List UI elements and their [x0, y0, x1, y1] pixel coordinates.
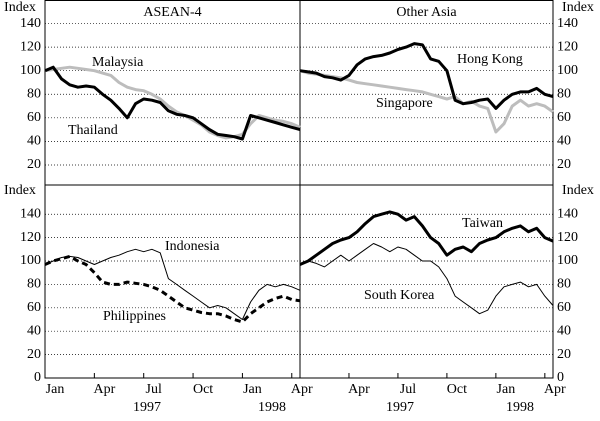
- y-tick-label: 80: [27, 86, 41, 101]
- y-tick-label: 140: [20, 206, 41, 221]
- y-tick-label: 100: [557, 253, 578, 268]
- y-axis-label: Index: [4, 0, 36, 15]
- y-tick-label: 60: [557, 110, 571, 125]
- series-line: [299, 42, 554, 110]
- series-label: Singapore: [376, 96, 433, 111]
- series-line: [44, 248, 301, 320]
- series-line: [44, 65, 301, 141]
- y-tick-label: 140: [20, 16, 41, 31]
- y-axis-label: Index: [562, 0, 594, 15]
- series-label: Taiwan: [462, 216, 503, 231]
- x-tick-label: Jan: [46, 382, 65, 397]
- x-tick-label: Apr: [93, 382, 115, 397]
- y-tick-label: 120: [20, 39, 41, 54]
- y-axis-label: Index: [562, 183, 594, 198]
- y-tick-label: 40: [557, 323, 571, 338]
- series-line: [44, 254, 301, 324]
- panel-title: Other Asia: [396, 5, 457, 20]
- x-tick-label: Apr: [291, 382, 313, 397]
- y-tick-label: 100: [557, 63, 578, 78]
- series-label: Thailand: [68, 123, 118, 138]
- y-tick-label: 20: [557, 157, 571, 172]
- x-tick-label: Apr: [544, 382, 566, 397]
- x-tick-label: Jan: [243, 382, 262, 397]
- y-tick-label: 0: [34, 370, 41, 385]
- y-tick-label: 120: [557, 230, 578, 245]
- x-tick-label: Jul: [146, 382, 162, 397]
- series-line: [299, 210, 554, 266]
- panel-title: ASEAN-4: [143, 5, 201, 20]
- series-label: Malaysia: [92, 55, 144, 70]
- y-tick-label: 100: [20, 63, 41, 78]
- y-tick-label: 80: [557, 86, 571, 101]
- y-tick-label: 140: [557, 16, 578, 31]
- y-tick-label: 100: [20, 253, 41, 268]
- y-tick-label: 120: [20, 230, 41, 245]
- year-label: 1997: [386, 400, 414, 415]
- series-label: South Korea: [364, 288, 435, 303]
- series-label: Indonesia: [165, 239, 220, 254]
- y-tick-label: 80: [27, 277, 41, 292]
- year-label: 1998: [258, 400, 286, 415]
- y-tick-label: 20: [27, 157, 41, 172]
- series-label: Philippines: [103, 309, 166, 324]
- frame: [44, 0, 554, 379]
- y-tick-label: 140: [557, 206, 578, 221]
- year-label: 1997: [133, 400, 161, 415]
- x-tick-label: Apr: [348, 382, 370, 397]
- y-tick-label: 60: [557, 300, 571, 315]
- y-axis-label: Index: [4, 183, 36, 198]
- year-label: 1998: [506, 400, 534, 415]
- x-tick-label: Jan: [497, 382, 516, 397]
- x-tick-label: Oct: [193, 382, 213, 397]
- y-tick-label: 0: [557, 370, 564, 385]
- y-tick-label: 20: [557, 347, 571, 362]
- y-tick-label: 40: [27, 134, 41, 149]
- x-tick-label: Jul: [400, 382, 416, 397]
- y-tick-label: 60: [27, 300, 41, 315]
- series-label: Hong Kong: [457, 52, 523, 67]
- y-tick-label: 60: [27, 110, 41, 125]
- y-tick-label: 80: [557, 277, 571, 292]
- series-line: [299, 243, 554, 315]
- y-tick-label: 20: [27, 347, 41, 362]
- y-tick-label: 40: [27, 323, 41, 338]
- y-tick-label: 40: [557, 134, 571, 149]
- y-tick-label: 120: [557, 39, 578, 54]
- x-tick-label: Oct: [447, 382, 467, 397]
